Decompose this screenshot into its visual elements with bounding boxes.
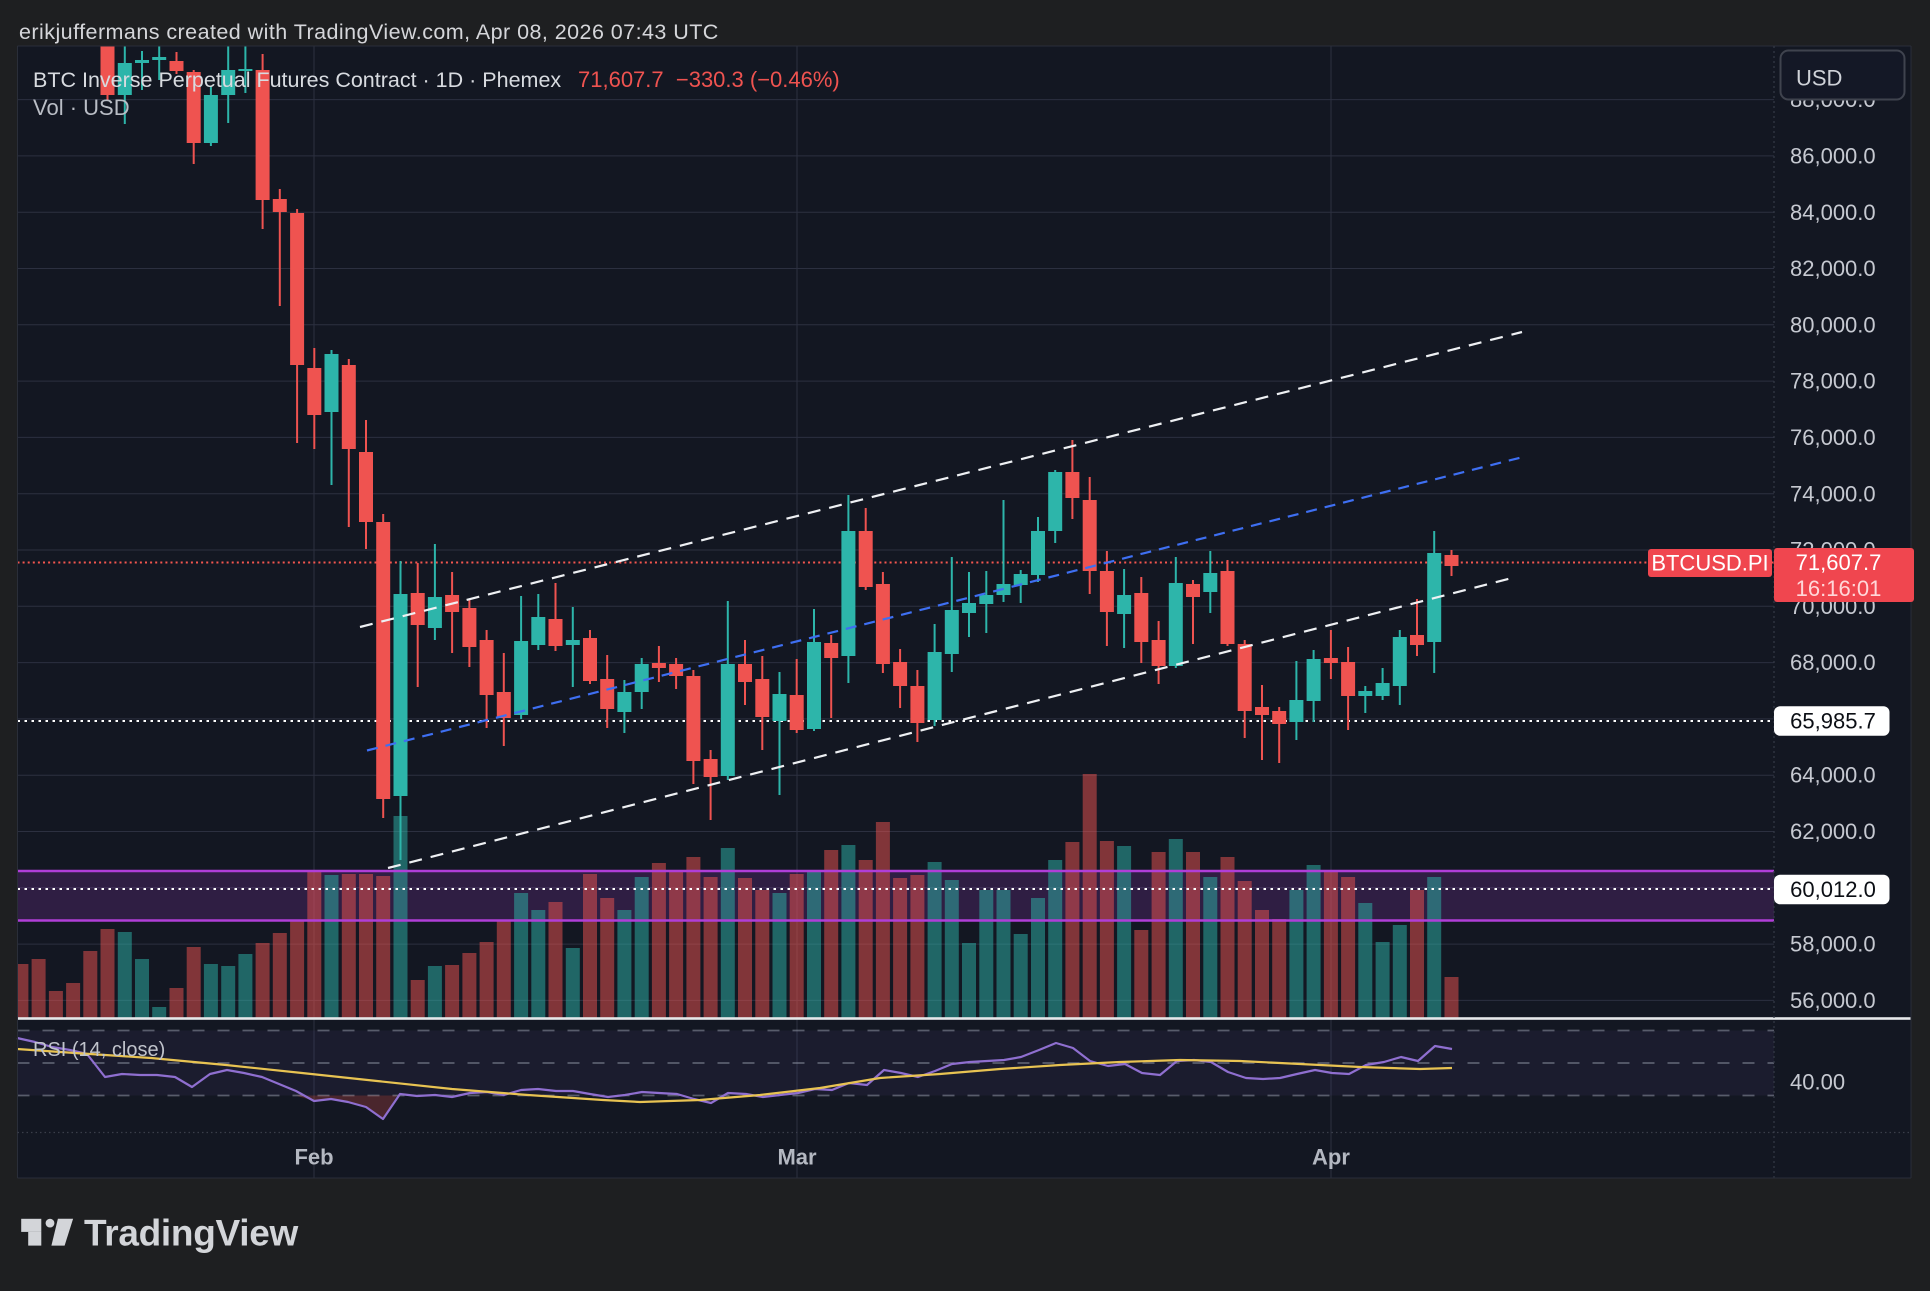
svg-text:68,000.0: 68,000.0	[1790, 650, 1876, 675]
svg-text:erikjuffermans created with Tr: erikjuffermans created with TradingView.…	[19, 20, 719, 44]
svg-text:62,000.0: 62,000.0	[1790, 819, 1876, 844]
svg-text:BTC Inverse Perpetual Futures: BTC Inverse Perpetual Futures Contract ·…	[33, 68, 561, 92]
svg-text:76,000.0: 76,000.0	[1790, 425, 1876, 450]
svg-text:71,607.7 −330.3 (−0.46%): 71,607.7 −330.3 (−0.46%)	[578, 67, 840, 92]
svg-text:56,000.0: 56,000.0	[1790, 988, 1876, 1013]
svg-text:RSI (14, close): RSI (14, close)	[33, 1039, 165, 1061]
svg-text:USD: USD	[1796, 66, 1842, 91]
svg-text:78,000.0: 78,000.0	[1790, 369, 1876, 394]
svg-text:86,000.0: 86,000.0	[1790, 144, 1876, 169]
svg-text:84,000.0: 84,000.0	[1790, 200, 1876, 225]
svg-text:60,012.0: 60,012.0	[1790, 877, 1876, 902]
svg-text:58,000.0: 58,000.0	[1790, 932, 1876, 957]
svg-text:TradingView: TradingView	[84, 1213, 298, 1254]
svg-text:65,985.7: 65,985.7	[1790, 709, 1876, 734]
svg-text:Mar: Mar	[777, 1145, 817, 1170]
svg-text:80,000.0: 80,000.0	[1790, 312, 1876, 337]
svg-text:BTCUSD.PI: BTCUSD.PI	[1651, 551, 1768, 576]
svg-text:Apr: Apr	[1312, 1145, 1350, 1170]
svg-text:71,607.7: 71,607.7	[1796, 550, 1882, 575]
svg-text:82,000.0: 82,000.0	[1790, 256, 1876, 281]
svg-text:Feb: Feb	[294, 1145, 333, 1170]
svg-text:64,000.0: 64,000.0	[1790, 763, 1876, 788]
svg-text:Vol · USD: Vol · USD	[33, 95, 130, 120]
svg-text:40.00: 40.00	[1790, 1070, 1845, 1095]
svg-text:74,000.0: 74,000.0	[1790, 481, 1876, 506]
svg-text:16:16:01: 16:16:01	[1796, 576, 1882, 601]
